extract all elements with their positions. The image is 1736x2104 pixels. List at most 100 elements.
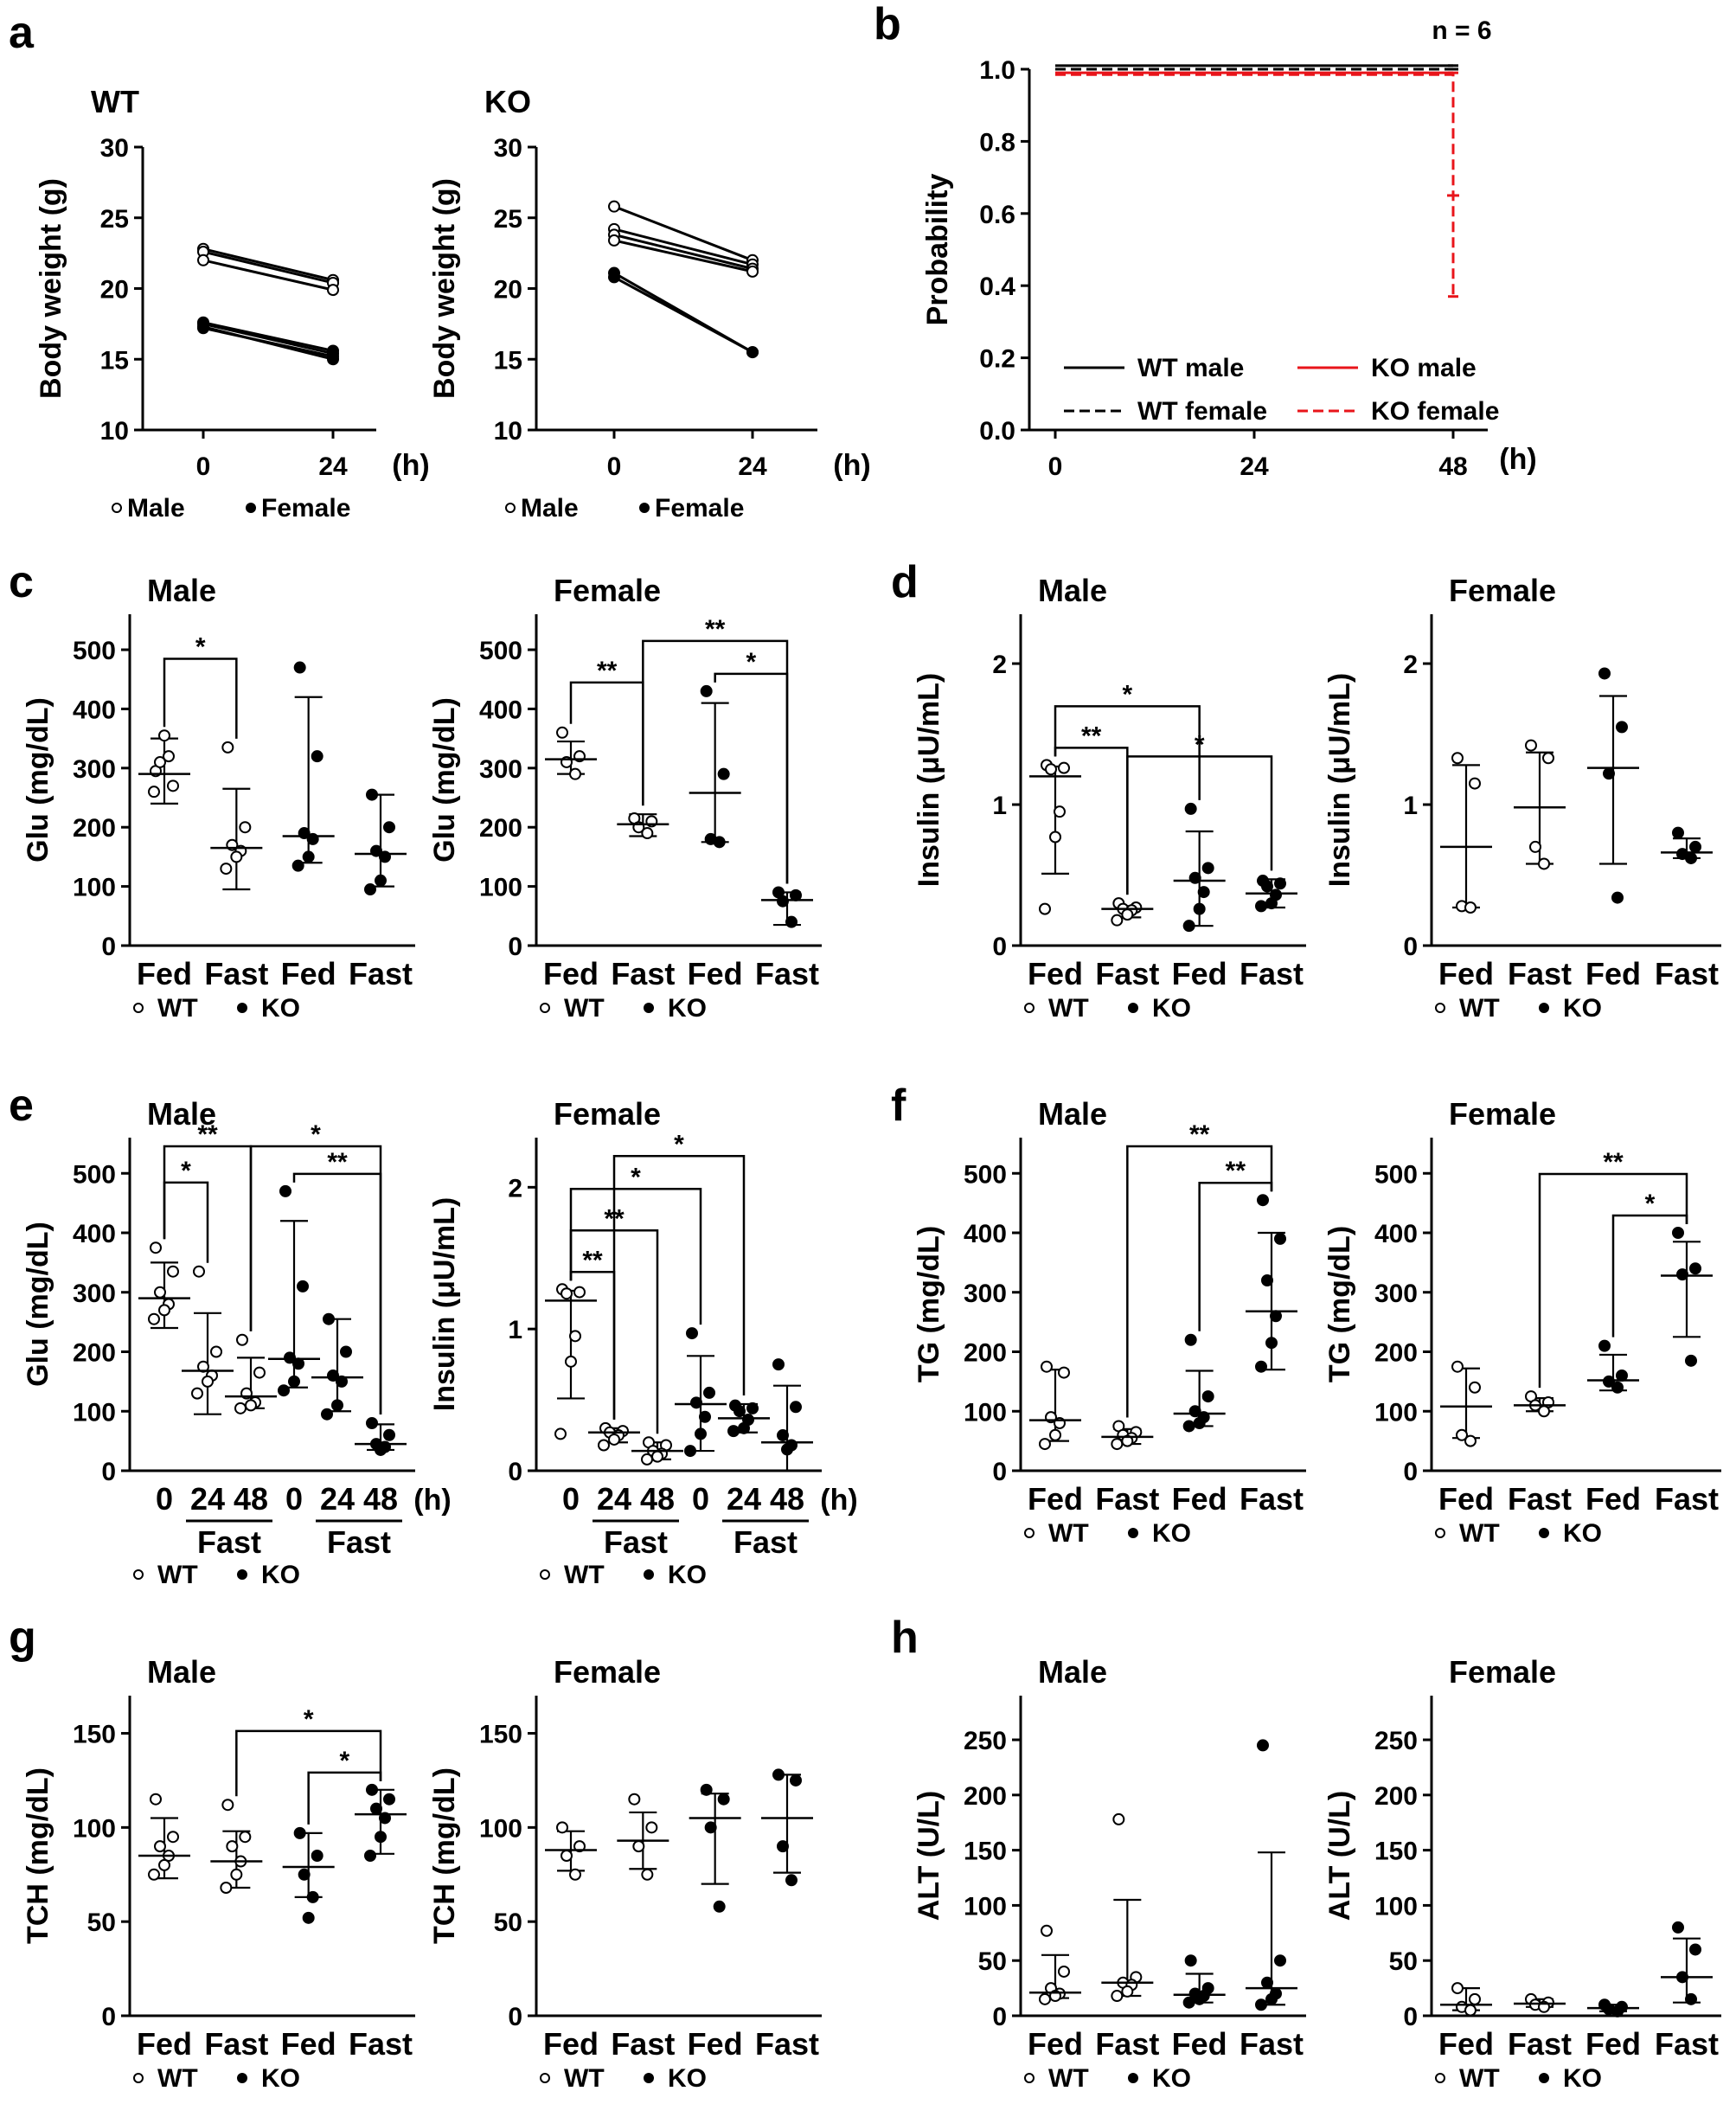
panel-title-e-glu: Male — [147, 1096, 216, 1132]
y-tick-label-e-glu: 500 — [73, 1160, 116, 1189]
weight-line-a-wt — [202, 250, 334, 285]
panel-title-h-male: Male — [1038, 1654, 1107, 1690]
data-point-c-male — [230, 850, 243, 863]
data-point-d-male — [1261, 880, 1273, 893]
data-point-d-female — [1685, 851, 1697, 864]
data-point-h-female — [1672, 1921, 1684, 1934]
y-axis-label-d-female: Insulin (μU/mL) — [1323, 673, 1356, 887]
data-point-f-female — [1469, 1381, 1481, 1394]
data-point-e-glu — [375, 1443, 387, 1456]
legend-label-ko-d-female: KO — [1563, 994, 1602, 1023]
x-category-label-d-female: Fast — [1508, 956, 1572, 991]
x-category-label-g-male: Fed — [137, 2026, 192, 2062]
panel-title-a-wt: WT — [91, 84, 139, 119]
data-point-c-male — [293, 661, 306, 674]
y-tick-label-h-male: 0 — [992, 2003, 1007, 2031]
y-tick-label-a-wt: 10 — [100, 417, 129, 446]
panel-label-g: g — [9, 1613, 36, 1663]
data-point-e-glu — [321, 1408, 333, 1421]
x-category-label-c-male: Fast — [349, 956, 413, 991]
y-axis-label-h-female: ALT (U/L) — [1323, 1791, 1356, 1921]
data-point-d-male — [1201, 862, 1214, 875]
data-point-e-ins — [569, 1330, 581, 1343]
x-category-label-d-female: Fast — [1655, 956, 1719, 991]
data-point-d-male — [1039, 902, 1051, 915]
significance-bracket-f-male — [1126, 1145, 1273, 1418]
data-point-h-female — [1464, 2004, 1477, 2017]
data-point-f-male — [1201, 1390, 1214, 1403]
fast-label-e-glu: Fast — [327, 1524, 391, 1560]
data-point-g-male — [306, 1890, 319, 1903]
weight-line-a-wt — [202, 321, 334, 352]
data-point-e-ins — [690, 1396, 702, 1409]
y-tick-label-c-male: 200 — [73, 814, 116, 843]
data-point-a-ko — [608, 234, 620, 247]
x-category-label-h-male: Fast — [1095, 2026, 1159, 2062]
y-tick-label-a-wt: 25 — [100, 205, 129, 234]
y-tick-label-e-ins: 0 — [508, 1458, 522, 1486]
significance-bracket-g-male — [307, 1771, 382, 1825]
x-category-label-f-female: Fast — [1655, 1481, 1719, 1517]
data-point-h-male — [1041, 1924, 1053, 1937]
data-point-e-glu — [150, 1241, 162, 1254]
data-point-c-male — [221, 741, 234, 754]
legend-marker-wt-c-male — [133, 1003, 144, 1013]
data-point-c-male — [364, 883, 376, 896]
x-category-label-g-male: Fast — [349, 2026, 413, 2062]
y-tick-label-h-female: 250 — [1374, 1727, 1418, 1755]
x-tick-label-a-wt: 0 — [196, 452, 211, 481]
x-category-label-h-female: Fed — [1585, 2026, 1641, 2062]
data-point-e-glu — [202, 1375, 214, 1388]
y-tick-label-f-male: 100 — [964, 1398, 1007, 1427]
legend-label-wt-d-male: WT — [1048, 994, 1089, 1023]
data-point-h-male — [1274, 1954, 1286, 1967]
x-category-label-e-ins: 0 — [562, 1481, 580, 1517]
y-tick-label-d-female: 0 — [1403, 933, 1418, 961]
data-point-e-ins — [772, 1358, 785, 1371]
data-point-e-glu — [191, 1387, 203, 1400]
y-tick-label-c-female: 100 — [479, 874, 522, 902]
y-tick-label-c-female: 400 — [479, 696, 522, 724]
data-point-c-male — [158, 729, 170, 742]
significance-label-e-glu: ** — [197, 1120, 218, 1149]
legend-label-wt-h-female: WT — [1459, 2064, 1500, 2093]
y-tick-label-e-ins: 2 — [508, 1174, 522, 1203]
y-tick-label-a-wt: 15 — [100, 346, 129, 375]
y-axis-label-g-female: TCH (mg/dL) — [428, 1767, 461, 1944]
data-point-f-male — [1255, 1360, 1267, 1373]
data-point-d-male — [1197, 886, 1210, 899]
data-point-e-ins — [608, 1433, 620, 1446]
survival-line-ko-female — [1055, 73, 1455, 297]
data-point-c-male — [383, 821, 395, 834]
significance-label-g-male: * — [304, 1705, 314, 1734]
data-point-d-male — [1255, 900, 1267, 913]
legend-marker-wt-g-male — [133, 2073, 144, 2083]
data-point-g-male — [230, 1868, 243, 1881]
data-point-c-male — [154, 755, 166, 768]
data-point-e-glu — [279, 1184, 291, 1197]
x-category-label-c-female: Fast — [755, 956, 819, 991]
y-axis-label-f-female: TG (mg/dL) — [1323, 1226, 1356, 1382]
data-point-d-male — [1121, 908, 1134, 921]
data-point-f-female — [1685, 1354, 1697, 1367]
data-point-h-male — [1255, 1998, 1267, 2011]
weight-line-a-wt — [202, 259, 334, 292]
significance-label-e-ins: * — [674, 1130, 684, 1158]
data-point-f-female — [1672, 1227, 1684, 1239]
data-point-d-male — [1182, 920, 1195, 933]
significance-label-c-male: * — [195, 633, 206, 662]
y-tick-label-h-male: 150 — [964, 1838, 1007, 1866]
legend-label-male-a-wt: Male — [127, 494, 185, 523]
y-tick-label-h-male: 100 — [964, 1892, 1007, 1921]
data-point-c-male — [220, 863, 233, 876]
data-point-e-glu — [193, 1265, 205, 1278]
y-tick-label-h-male: 200 — [964, 1782, 1007, 1811]
legend-marker-ko-d-female — [1539, 1003, 1549, 1013]
data-point-h-male — [1265, 1992, 1278, 2005]
significance-label-d-male: * — [1122, 680, 1132, 709]
x-category-label-f-male: Fast — [1240, 1481, 1304, 1517]
y-tick-label-h-male: 50 — [978, 1947, 1007, 1976]
x-tick-label-a-ko: 0 — [607, 452, 622, 481]
legend-label-ko-c-male: KO — [261, 994, 300, 1023]
data-point-e-glu — [278, 1384, 290, 1397]
